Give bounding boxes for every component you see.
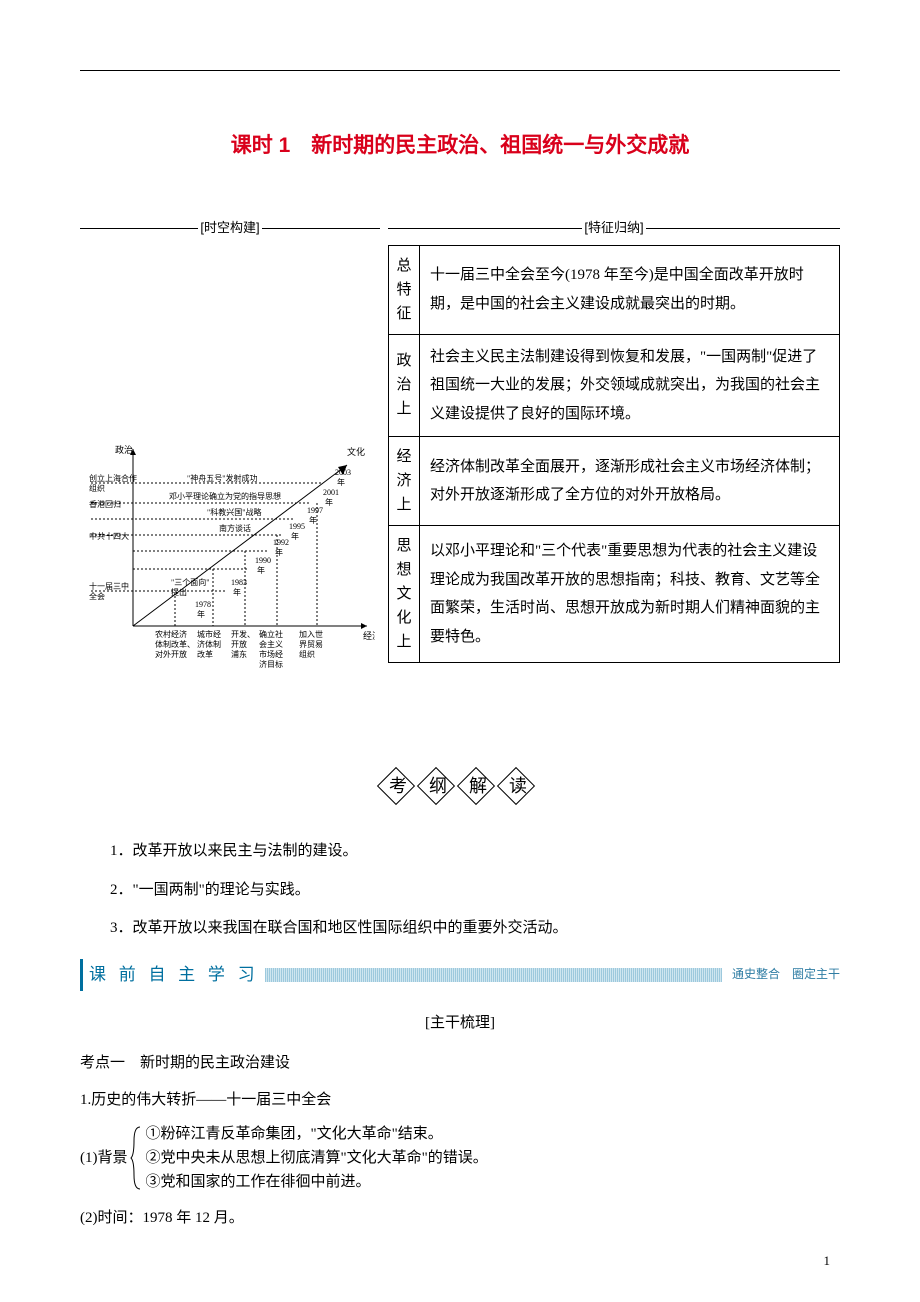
svg-text:纲: 纲 <box>429 776 447 796</box>
feature-panel: [特征归纳] 总 特 征 十一届三中全会至今(1978 年至今)是中国全面改革开… <box>388 216 840 741</box>
svg-text:邓小平理论确立为党的指导思想: 邓小平理论确立为党的指导思想 <box>169 491 281 501</box>
svg-text:加入世: 加入世 <box>299 629 323 639</box>
svg-text:香港回归: 香港回归 <box>89 499 121 509</box>
kd1-sub2: (2)时间：1978 年 12 月。 <box>80 1204 840 1233</box>
kaogang-list: 1．改革开放以来民主与法制的建设。 2．"一国两制"的理论与实践。 3．改革开放… <box>80 837 840 943</box>
row-head: 经 济 上 <box>389 437 420 526</box>
row-body: 经济体制改革全面展开，逐渐形成社会主义市场经济体制；对外开放逐渐形成了全方位的对… <box>420 437 840 526</box>
kd1-label: 考点一 <box>80 1055 125 1071</box>
section-divider-icon: 考 纲 解 读 <box>80 761 840 820</box>
timeline-panel: [时空构建] 政治 文化 经济 <box>80 216 380 741</box>
svg-text:2003: 2003 <box>335 468 351 477</box>
top-rule <box>80 70 840 71</box>
row-head: 总 特 征 <box>389 245 420 334</box>
kd1-sub1: 1.历史的伟大转折——十一届三中全会 <box>80 1086 840 1115</box>
svg-text:确立社: 确立社 <box>259 629 283 639</box>
table-row: 思 想 文 化 上 以邓小平理论和"三个代表"重要思想为代表的社会主义建设理论成… <box>389 526 840 663</box>
lesson-title: 课时 1 新时期的民主政治、祖国统一与外交成就 <box>80 126 840 166</box>
left-panel-label: [时空构建] <box>198 216 261 241</box>
kd1-text: 新时期的民主政治建设 <box>140 1055 290 1071</box>
svg-text:年: 年 <box>325 497 333 507</box>
svg-text:改革: 改革 <box>197 649 213 659</box>
svg-text:年: 年 <box>275 547 283 557</box>
svg-text:年: 年 <box>257 565 265 575</box>
svg-text:1995: 1995 <box>289 522 305 531</box>
svg-text:解: 解 <box>469 776 487 796</box>
prelearn-right: 通史整合 圈定主干 <box>722 963 840 986</box>
svg-text:农村经济: 农村经济 <box>155 629 187 639</box>
svg-text:年: 年 <box>197 609 205 619</box>
svg-text:"神舟五号"发射成功: "神舟五号"发射成功 <box>187 473 258 483</box>
svg-text:文化: 文化 <box>347 446 365 457</box>
svg-text:城市经: 城市经 <box>197 629 221 639</box>
prelearn-fill <box>265 968 722 982</box>
svg-text:1990: 1990 <box>255 556 271 565</box>
left-panel-header: [时空构建] <box>80 216 380 241</box>
svg-text:经济: 经济 <box>363 630 375 641</box>
table-row: 经 济 上 经济体制改革全面展开，逐渐形成社会主义市场经济体制；对外开放逐渐形成… <box>389 437 840 526</box>
kd1-title: 考点一 新时期的民主政治建设 <box>80 1049 840 1078</box>
table-row: 政 治 上 社会主义民主法制建设得到恢复和发展，"一国两制"促进了祖国统一大业的… <box>389 334 840 437</box>
svg-text:年: 年 <box>309 515 317 525</box>
svg-text:十一届三中: 十一届三中 <box>89 581 129 591</box>
svg-text:全会: 全会 <box>89 591 105 601</box>
table-row: 总 特 征 十一届三中全会至今(1978 年至今)是中国全面改革开放时期，是中国… <box>389 245 840 334</box>
svg-text:济体制: 济体制 <box>197 639 221 649</box>
page-number: 1 <box>824 1249 831 1274</box>
svg-text:组织: 组织 <box>89 483 105 493</box>
list-item: 1．改革开放以来民主与法制的建设。 <box>80 837 840 866</box>
row-head: 思 想 文 化 上 <box>389 526 420 663</box>
feature-table: 总 特 征 十一届三中全会至今(1978 年至今)是中国全面改革开放时期，是中国… <box>388 245 840 664</box>
svg-text:1978: 1978 <box>195 600 211 609</box>
svg-text:会主义: 会主义 <box>259 639 283 649</box>
svg-text:读: 读 <box>509 776 527 796</box>
svg-text:"三个面向": "三个面向" <box>171 577 210 587</box>
bg-item: ②党中央未从思想上彻底清算"文化大革命"的错误。 <box>146 1146 488 1170</box>
svg-text:年: 年 <box>233 587 241 597</box>
timeline-diagram: 政治 文化 经济 创立上海合作组织 2003年 "神舟五号"发射成功 香港回归 … <box>80 371 380 741</box>
right-panel-header: [特征归纳] <box>388 216 840 241</box>
svg-text:体制改革、: 体制改革、 <box>155 639 195 649</box>
svg-text:开放: 开放 <box>231 639 247 649</box>
list-item: 3．改革开放以来我国在联合国和地区性国际组织中的重要外交活动。 <box>80 914 840 943</box>
svg-text:浦东: 浦东 <box>231 649 247 659</box>
svg-text:中共十四大: 中共十四大 <box>89 531 129 541</box>
svg-text:年: 年 <box>291 531 299 541</box>
bg-item: ③党和国家的工作在徘徊中前进。 <box>146 1170 488 1194</box>
svg-text:市场经: 市场经 <box>259 649 283 659</box>
bg-lead: (1)背景 <box>80 1144 128 1173</box>
svg-text:1992: 1992 <box>273 538 289 547</box>
svg-text:年: 年 <box>337 477 345 487</box>
svg-text:2001: 2001 <box>323 488 339 497</box>
svg-text:开发、: 开发、 <box>231 629 255 639</box>
svg-text:创立上海合作: 创立上海合作 <box>89 473 137 483</box>
svg-text:1997: 1997 <box>307 506 323 515</box>
bg-item: ①粉碎江青反革命集团，"文化大革命"结束。 <box>146 1122 488 1146</box>
svg-text:"科教兴国"战略: "科教兴国"战略 <box>207 507 262 517</box>
row-head: 政 治 上 <box>389 334 420 437</box>
svg-text:组织: 组织 <box>299 649 315 659</box>
svg-text:对外开放: 对外开放 <box>155 649 187 659</box>
row-body: 十一届三中全会至今(1978 年至今)是中国全面改革开放时期，是中国的社会主义建… <box>420 245 840 334</box>
prelearn-label: 课 前 自 主 学 习 <box>80 959 259 991</box>
svg-text:提出: 提出 <box>171 587 187 597</box>
svg-text:南方谈话: 南方谈话 <box>219 523 251 533</box>
row-body: 以邓小平理论和"三个代表"重要思想为代表的社会主义建设理论成为我国改革开放的思想… <box>420 526 840 663</box>
row-body: 社会主义民主法制建设得到恢复和发展，"一国两制"促进了祖国统一大业的发展；外交领… <box>420 334 840 437</box>
svg-text:界贸易: 界贸易 <box>299 639 323 649</box>
background-brace: (1)背景 ①粉碎江青反革命集团，"文化大革命"结束。 ②党中央未从思想上彻底清… <box>80 1122 840 1194</box>
right-panel-label: [特征归纳] <box>582 216 645 241</box>
trunk-label: [主干梳理] <box>80 1009 840 1038</box>
svg-text:考: 考 <box>389 776 407 796</box>
brace-icon <box>130 1125 144 1191</box>
split-section: [时空构建] 政治 文化 经济 <box>80 216 840 741</box>
svg-text:济目标: 济目标 <box>259 659 283 669</box>
prelearn-bar: 课 前 自 主 学 习 通史整合 圈定主干 <box>80 959 840 991</box>
svg-text:政治: 政治 <box>115 444 133 455</box>
list-item: 2．"一国两制"的理论与实践。 <box>80 876 840 905</box>
